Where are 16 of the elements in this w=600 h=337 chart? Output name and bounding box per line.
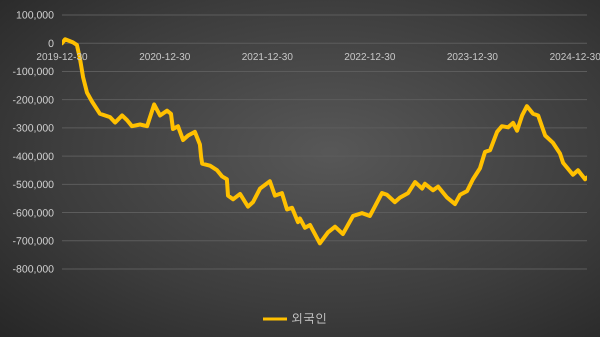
y-tick-label: 100,000 [16,10,54,22]
y-tick-label: -100,000 [12,66,54,78]
y-tick-label: -200,000 [12,94,54,106]
x-tick-label: 2023-12-30 [446,52,498,63]
x-tick-label: 2022-12-30 [344,52,396,63]
y-tick-label: -500,000 [12,179,54,192]
y-tick-label: -300,000 [12,122,54,135]
legend-label: 외국인 [291,311,327,326]
y-tick-label: -700,000 [12,236,54,248]
y-tick-label: -600,000 [12,207,54,220]
y-tick-label: -800,000 [12,264,54,276]
x-tick-label: 2020-12-30 [139,52,191,63]
x-tick-label: 2021-12-30 [242,52,294,63]
y-tick-label: 0 [48,38,54,50]
x-tick-label: 2024-12-30 [550,52,600,63]
y-tick-label: -400,000 [12,150,54,163]
